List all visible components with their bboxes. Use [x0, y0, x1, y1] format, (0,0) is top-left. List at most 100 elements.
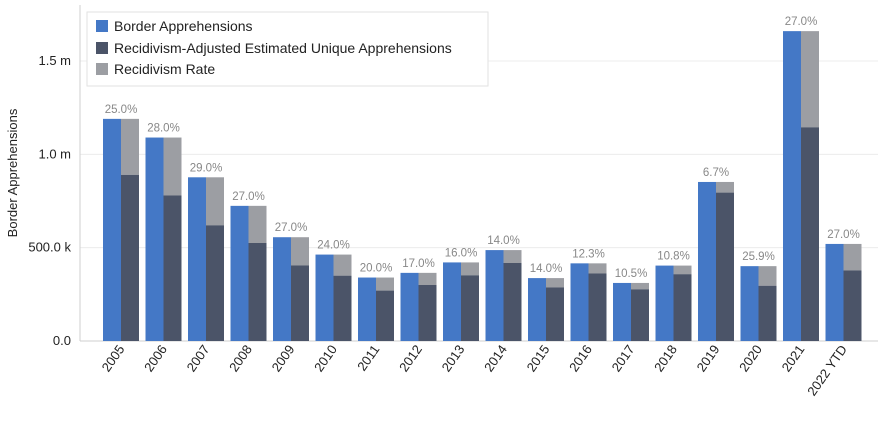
recidivism-rate-label: 14.0% — [530, 263, 563, 275]
x-tick-label: 2015 — [524, 342, 553, 374]
bar-recidivism-rate — [716, 181, 734, 193]
recidivism-rate-label: 6.7% — [703, 167, 729, 179]
bar-recidivism-rate — [801, 31, 819, 128]
bar-border-apprehensions — [230, 205, 249, 341]
x-tick-label: 2006 — [141, 342, 170, 374]
bar-recidivism-rate — [333, 254, 352, 276]
bar-unique-apprehensions — [291, 265, 309, 341]
x-tick-label: 2017 — [609, 342, 638, 374]
bar-unique-apprehensions — [206, 225, 224, 341]
x-tick-label: 2020 — [736, 342, 765, 374]
recidivism-rate-label: 10.8% — [657, 251, 690, 263]
x-tick-label: 2021 — [779, 342, 808, 374]
x-tick-label: 2018 — [651, 342, 680, 374]
bar-recidivism-rate — [503, 250, 522, 263]
bar-unique-apprehensions — [163, 195, 182, 341]
recidivism-rate-label: 27.0% — [827, 229, 860, 241]
recidivism-rate-label: 17.0% — [402, 258, 435, 270]
bar-recidivism-rate — [121, 118, 139, 175]
bar-unique-apprehensions — [843, 270, 862, 341]
bar-recidivism-rate — [206, 177, 224, 226]
bar-border-apprehensions — [485, 250, 504, 341]
x-tick-label: 2008 — [226, 342, 255, 374]
bar-border-apprehensions — [528, 278, 546, 341]
bar-border-apprehensions — [358, 277, 376, 341]
bar-unique-apprehensions — [631, 289, 649, 341]
recidivism-rate-label: 20.0% — [360, 263, 393, 275]
recidivism-rate-label: 28.0% — [147, 123, 180, 135]
bar-unique-apprehensions — [716, 192, 734, 341]
y-tick-label: 500.0 k — [28, 240, 71, 255]
bar-border-apprehensions — [570, 263, 589, 341]
bar-border-apprehensions — [655, 265, 674, 341]
bar-unique-apprehensions — [546, 287, 564, 341]
bar-unique-apprehensions — [248, 243, 267, 341]
bar-border-apprehensions — [698, 181, 716, 341]
y-tick-labels: 0.0 500.0 k 1.0 m 1.5 m — [28, 53, 71, 348]
y-tick-label: 1.5 m — [38, 53, 71, 68]
legend-swatch-border-apprehensions — [96, 20, 108, 32]
bar-border-apprehensions — [825, 243, 844, 341]
recidivism-rate-label: 10.5% — [615, 268, 648, 280]
x-tick-labels: 2005 2006 2007 2008 2009 2010 2011 2012 2013 2014… — [99, 342, 850, 398]
bar-recidivism-rate — [163, 137, 182, 196]
y-axis-title: Border Apprehensions — [5, 108, 20, 237]
bar-recidivism-rate — [546, 278, 564, 288]
bar-recidivism-rate — [248, 205, 267, 243]
recidivism-rate-label: 16.0% — [445, 247, 478, 259]
bar-recidivism-rate — [376, 277, 394, 291]
bar-recidivism-rate — [758, 266, 777, 286]
recidivism-rate-label: 14.0% — [487, 235, 520, 247]
bar-border-apprehensions — [740, 266, 759, 341]
legend: Border Apprehensions Recidivism-Adjusted… — [86, 11, 489, 87]
legend-box — [86, 11, 489, 87]
bar-recidivism-rate — [843, 243, 862, 271]
legend-swatch-recidivism-rate — [96, 63, 108, 75]
bar-recidivism-rate — [631, 282, 649, 290]
bar-border-apprehensions — [145, 137, 164, 341]
bar-unique-apprehensions — [418, 285, 437, 341]
y-tick-label: 1.0 m — [38, 146, 71, 161]
bar-unique-apprehensions — [121, 174, 139, 341]
x-tick-label: 2016 — [566, 342, 595, 374]
bar-unique-apprehensions — [801, 127, 819, 342]
x-tick-label: 2010 — [311, 342, 340, 374]
bar-recidivism-rate — [673, 265, 692, 275]
legend-label-border-apprehensions: Border Apprehensions — [114, 18, 253, 34]
bar-recidivism-rate — [588, 263, 607, 274]
x-tick-label: 2011 — [354, 342, 382, 374]
recidivism-rate-label: 25.0% — [105, 104, 138, 116]
bar-border-apprehensions — [783, 31, 801, 342]
x-tick-label: 2014 — [481, 342, 510, 374]
bar-border-apprehensions — [613, 282, 631, 341]
x-tick-label: 2019 — [694, 342, 723, 374]
bar-border-apprehensions — [188, 177, 206, 341]
recidivism-rate-label: 27.0% — [275, 222, 308, 234]
bar-border-apprehensions — [273, 237, 291, 341]
x-tick-label: 2007 — [184, 342, 213, 374]
recidivism-rate-label: 25.9% — [742, 251, 775, 263]
bar-border-apprehensions — [315, 254, 334, 341]
recidivism-rate-label: 27.0% — [785, 16, 818, 28]
bar-recidivism-rate — [418, 272, 437, 285]
x-tick-label: 2005 — [99, 342, 128, 374]
recidivism-rate-label: 12.3% — [572, 248, 605, 260]
x-tick-label: 2012 — [396, 342, 425, 374]
recidivism-rate-label: 27.0% — [232, 191, 265, 203]
x-tick-label: 2009 — [269, 342, 298, 374]
bar-unique-apprehensions — [588, 273, 607, 341]
data-labels: 25.0% 28.0% 29.0% 27.0% 27.0% 24.0% 20.0% 17.0%… — [105, 16, 860, 280]
bar-border-apprehensions — [103, 118, 121, 341]
bar-unique-apprehensions — [758, 285, 777, 341]
bars — [103, 31, 862, 342]
bar-unique-apprehensions — [461, 275, 479, 341]
y-tick-label: 0.0 — [53, 333, 71, 348]
bar-unique-apprehensions — [376, 290, 394, 341]
legend-label-recidivism-rate: Recidivism Rate — [114, 61, 215, 77]
bar-unique-apprehensions — [333, 275, 352, 341]
bar-recidivism-rate — [291, 237, 309, 266]
bar-recidivism-rate — [461, 262, 479, 276]
bar-unique-apprehensions — [673, 274, 692, 341]
recidivism-rate-label: 24.0% — [317, 240, 350, 252]
